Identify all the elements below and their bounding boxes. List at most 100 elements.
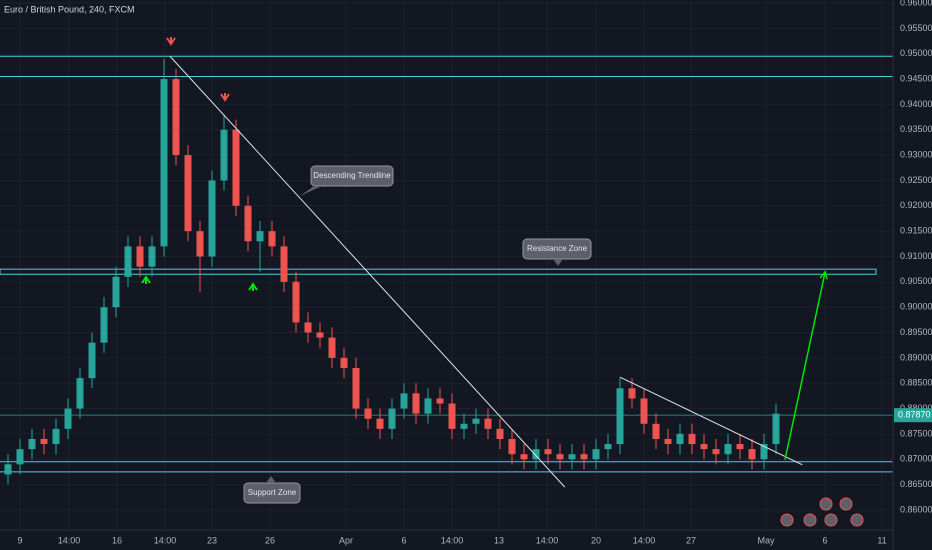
x-tick-label: 6 [401,535,406,545]
icon [780,513,794,527]
candle-body [736,444,744,450]
last-price-label: 0.87870 [898,410,931,420]
candle-body [220,129,228,181]
candle-body [700,444,708,450]
candle-body [112,276,120,308]
trendline [619,376,803,466]
candle-body [16,449,24,465]
trendline [169,55,566,488]
y-tick-label: 0.88500 [900,378,932,388]
x-tick-label: 6 [822,535,827,545]
candle-body [580,454,588,460]
arrow-head [819,270,828,280]
y-tick-label: 0.87500 [900,428,932,438]
candle-body [40,438,48,445]
y-tick-label: 0.96000 [900,0,932,7]
annotation: Support Zone [248,488,297,497]
x-tick-label: 20 [591,535,601,545]
candle-body [100,307,108,343]
candle-body [196,231,204,257]
y-tick-label: 0.89000 [900,352,932,362]
icon [803,513,817,527]
candle-body [664,438,672,445]
annotation: Descending Trendline [313,171,391,180]
y-tick-label: 0.87000 [900,454,932,464]
x-tick-label: May [757,535,775,545]
candle-body [376,418,384,429]
x-tick-label: 27 [686,535,696,545]
x-tick-label: 9 [17,535,22,545]
candle-body [88,342,96,379]
candle-body [568,454,576,460]
candle-body [148,246,156,267]
last-price-tag [894,408,932,423]
candle-body [184,155,192,232]
x-tick-label: 14:00 [58,535,81,545]
candle-body [652,423,660,439]
candle-body [400,393,408,409]
chart-title: Euro / British Pound, 240, FXCM [4,4,135,14]
candle-body [4,464,12,475]
up-arrow [141,275,151,284]
candle-body [676,433,684,445]
y-tick-label: 0.86000 [900,504,932,514]
candle-body [748,449,756,460]
candle-body [616,388,624,445]
candle-body [304,322,312,333]
down-arrow [220,93,230,102]
icon [819,497,833,511]
x-tick-label: 26 [265,535,275,545]
callout-pointer [266,476,276,483]
candle-body [688,433,696,445]
candle-body [124,246,132,277]
candle-body [472,418,480,424]
resistance-zone [0,268,877,275]
candle-body [268,231,276,247]
x-tick-label: 14:00 [154,535,177,545]
candle-body [592,449,600,460]
y-tick-label: 0.92000 [900,200,932,210]
candle-body [556,454,564,460]
x-tick-label: 23 [207,535,217,545]
x-tick-label: 14:00 [633,535,656,545]
candle-body [544,449,552,455]
y-tick-label: 0.94500 [900,73,932,83]
x-tick-label: 13 [494,535,504,545]
y-tick-label: 0.89500 [900,327,932,337]
candle-body [724,444,732,455]
toolbar-icons [780,497,864,527]
y-tick-label: 0.91000 [900,251,932,261]
x-tick-label: 16 [112,535,122,545]
y-tick-label: 0.95500 [900,23,932,33]
candle-body [292,281,300,323]
candle-body [64,408,72,429]
candle-body [460,423,468,429]
x-tick-label: 14:00 [441,535,464,545]
candle-body [280,246,288,282]
candle-body [364,408,372,419]
candle-body [328,337,336,358]
candle-body [496,428,504,439]
x-tick-label: Apr [339,535,353,545]
callout [310,165,394,187]
candle-body [76,378,84,409]
candle-body [316,332,324,338]
plot [0,55,893,488]
candle-body [772,413,780,445]
candle-body [28,438,36,450]
up-arrow [248,282,258,291]
icon [850,513,864,527]
candle-body [604,444,612,450]
y-tick-label: 0.90500 [900,276,932,286]
y-tick-label: 0.95000 [900,48,932,58]
candle-body [436,398,444,404]
candle-body [628,388,636,399]
candle-body [412,393,420,414]
x-tick-label: 14:00 [536,535,559,545]
y-tick-label: 0.94000 [900,99,932,109]
callout-pointer [553,259,563,266]
y-tick-label: 0.91500 [900,226,932,236]
candle-body [208,180,216,257]
